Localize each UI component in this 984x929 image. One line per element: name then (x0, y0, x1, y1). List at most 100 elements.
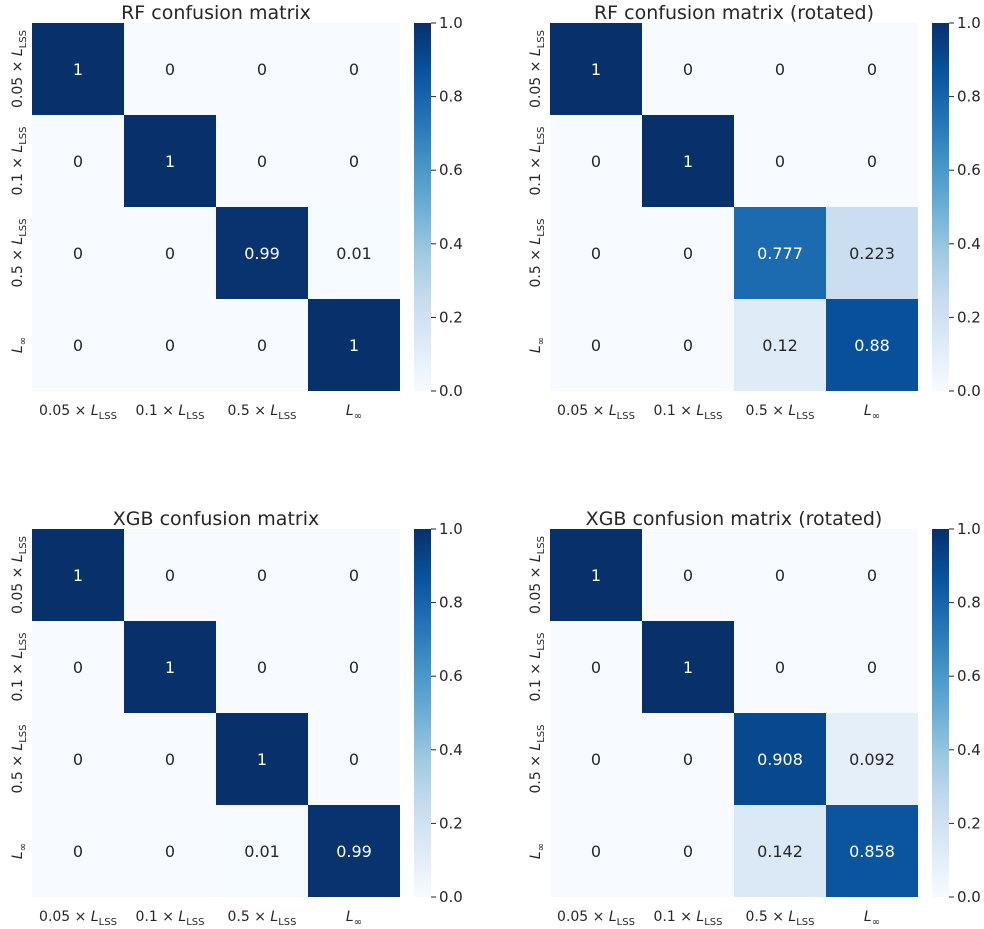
heatmap-cell-value: 0 (683, 842, 693, 861)
heatmap-cell-value: 0 (775, 658, 785, 677)
heatmap-cell (216, 207, 308, 299)
heatmap-cell (550, 713, 642, 805)
heatmap-cell (124, 23, 216, 115)
heatmap-cell (124, 115, 216, 207)
heatmap-cell (32, 115, 124, 207)
heatmap-cell-value: 0 (867, 658, 877, 677)
heatmap-cell-value: 0 (349, 658, 359, 677)
colorbar-tick-label: 0.2 (439, 814, 463, 832)
heatmap-cell-value: 0 (775, 566, 785, 585)
x-tick-label: 0.1 × LLSS (654, 403, 723, 422)
y-tick-label: 0.05 × LLSS (528, 30, 547, 108)
heatmap-cell-value: 0.858 (849, 842, 895, 861)
colorbar-tick-label: 0.8 (957, 88, 981, 106)
heatmap-cell (642, 713, 734, 805)
heatmap-cell (642, 529, 734, 621)
heatmap-cell-value: 0 (73, 750, 83, 769)
heatmap-cell (826, 299, 918, 391)
heatmap-cell (734, 713, 826, 805)
heatmap-cell-value: 1 (73, 60, 83, 79)
colorbar-tick-label: 0.4 (439, 235, 463, 253)
heatmap-cell-value: 1 (165, 658, 175, 677)
colorbar-tick-label: 0.4 (957, 235, 981, 253)
heatmap-cell (216, 713, 308, 805)
heatmap-cell (216, 621, 308, 713)
heatmap-cell-value: 0 (257, 336, 267, 355)
heatmap-cell-value: 0.01 (244, 842, 280, 861)
colorbar (414, 529, 431, 897)
heatmap-cell (642, 805, 734, 897)
heatmap-cell-value: 0 (775, 152, 785, 171)
heatmap-cell-value: 1 (683, 152, 693, 171)
heatmap-cell-value: 0 (867, 566, 877, 585)
heatmap-cell-value: 0 (257, 658, 267, 677)
heatmap-cell (826, 529, 918, 621)
heatmap-title: XGB confusion matrix (113, 508, 319, 530)
heatmap-cell-value: 0 (683, 60, 693, 79)
heatmap-cell (124, 713, 216, 805)
y-tick-label: 0.5 × LLSS (10, 725, 29, 794)
colorbar-tick-label: 0.0 (439, 888, 463, 906)
colorbar-tick-label: 0.8 (439, 594, 463, 612)
heatmap-panel-3: XGB confusion matrix 1 0 0 0 0 1 0 0 0 0 1 0 0 0 0.01 0.… (10, 508, 463, 928)
heatmap-cell-value: 0 (165, 336, 175, 355)
heatmap-cell-value: 0.223 (849, 244, 895, 263)
heatmap-cell (734, 207, 826, 299)
heatmap-cell (32, 529, 124, 621)
y-tick-label: 0.1 × LLSS (10, 633, 29, 702)
heatmap-cell-value: 0 (591, 658, 601, 677)
heatmap-cell-value: 1 (165, 152, 175, 171)
x-tick-label: L∞ (864, 909, 880, 928)
heatmap-cell (826, 621, 918, 713)
x-tick-label: 0.1 × LLSS (654, 909, 723, 928)
colorbar-tick-label: 0.0 (957, 888, 981, 906)
heatmap-cell (826, 207, 918, 299)
heatmap-cell (32, 713, 124, 805)
heatmap-cell (642, 299, 734, 391)
colorbar-tick-label: 0.2 (957, 308, 981, 326)
heatmap-cell (216, 529, 308, 621)
heatmap-title: XGB confusion matrix (rotated) (586, 508, 883, 530)
heatmap-cell-value: 0.777 (757, 244, 803, 263)
y-tick-label: 0.5 × LLSS (528, 219, 547, 288)
heatmap-cell-value: 0 (73, 658, 83, 677)
heatmap-cell (550, 805, 642, 897)
heatmap-panel-2: RF confusion matrix (rotated) 1 0 0 0 0 1 0 0 0 0 0… (528, 2, 981, 422)
y-tick-label: 0.05 × LLSS (528, 536, 547, 614)
x-tick-label: 0.5 × LLSS (746, 909, 815, 928)
heatmap-cell-value: 0 (591, 842, 601, 861)
x-tick-label: 0.1 × LLSS (136, 909, 205, 928)
heatmap-cell (550, 115, 642, 207)
heatmap-cell (124, 805, 216, 897)
heatmap-cell-value: 0 (591, 336, 601, 355)
heatmap-cell-value: 1 (257, 750, 267, 769)
x-tick-label: 0.05 × LLSS (39, 403, 117, 422)
x-tick-label: 0.5 × LLSS (228, 909, 297, 928)
colorbar-tick-label: 0.8 (957, 594, 981, 612)
heatmap-cell (308, 207, 400, 299)
heatmap-cell (826, 115, 918, 207)
heatmap-title: RF confusion matrix (rotated) (594, 2, 874, 24)
colorbar-tick-label: 0.6 (439, 161, 463, 179)
heatmap-cell (308, 713, 400, 805)
heatmap-cell (826, 713, 918, 805)
colorbar-tick-label: 1.0 (957, 14, 981, 32)
colorbar (932, 23, 949, 391)
y-tick-label: L∞ (528, 843, 547, 859)
heatmap-cell-value: 0 (73, 152, 83, 171)
heatmap-cell (308, 621, 400, 713)
heatmap-cell (308, 115, 400, 207)
colorbar-tick-label: 0.6 (957, 667, 981, 685)
colorbar-tick-label: 0.2 (957, 814, 981, 832)
x-tick-label: L∞ (346, 403, 362, 422)
heatmap-cell-value: 1 (349, 336, 359, 355)
heatmap-cell-value: 0.12 (762, 336, 798, 355)
heatmap-cell (32, 805, 124, 897)
heatmap-cell (216, 115, 308, 207)
heatmap-cell (32, 23, 124, 115)
heatmap-cell (550, 207, 642, 299)
heatmap-cell (826, 23, 918, 115)
heatmap-cell (308, 23, 400, 115)
y-tick-label: 0.1 × LLSS (528, 127, 547, 196)
y-tick-label: 0.1 × LLSS (10, 127, 29, 196)
